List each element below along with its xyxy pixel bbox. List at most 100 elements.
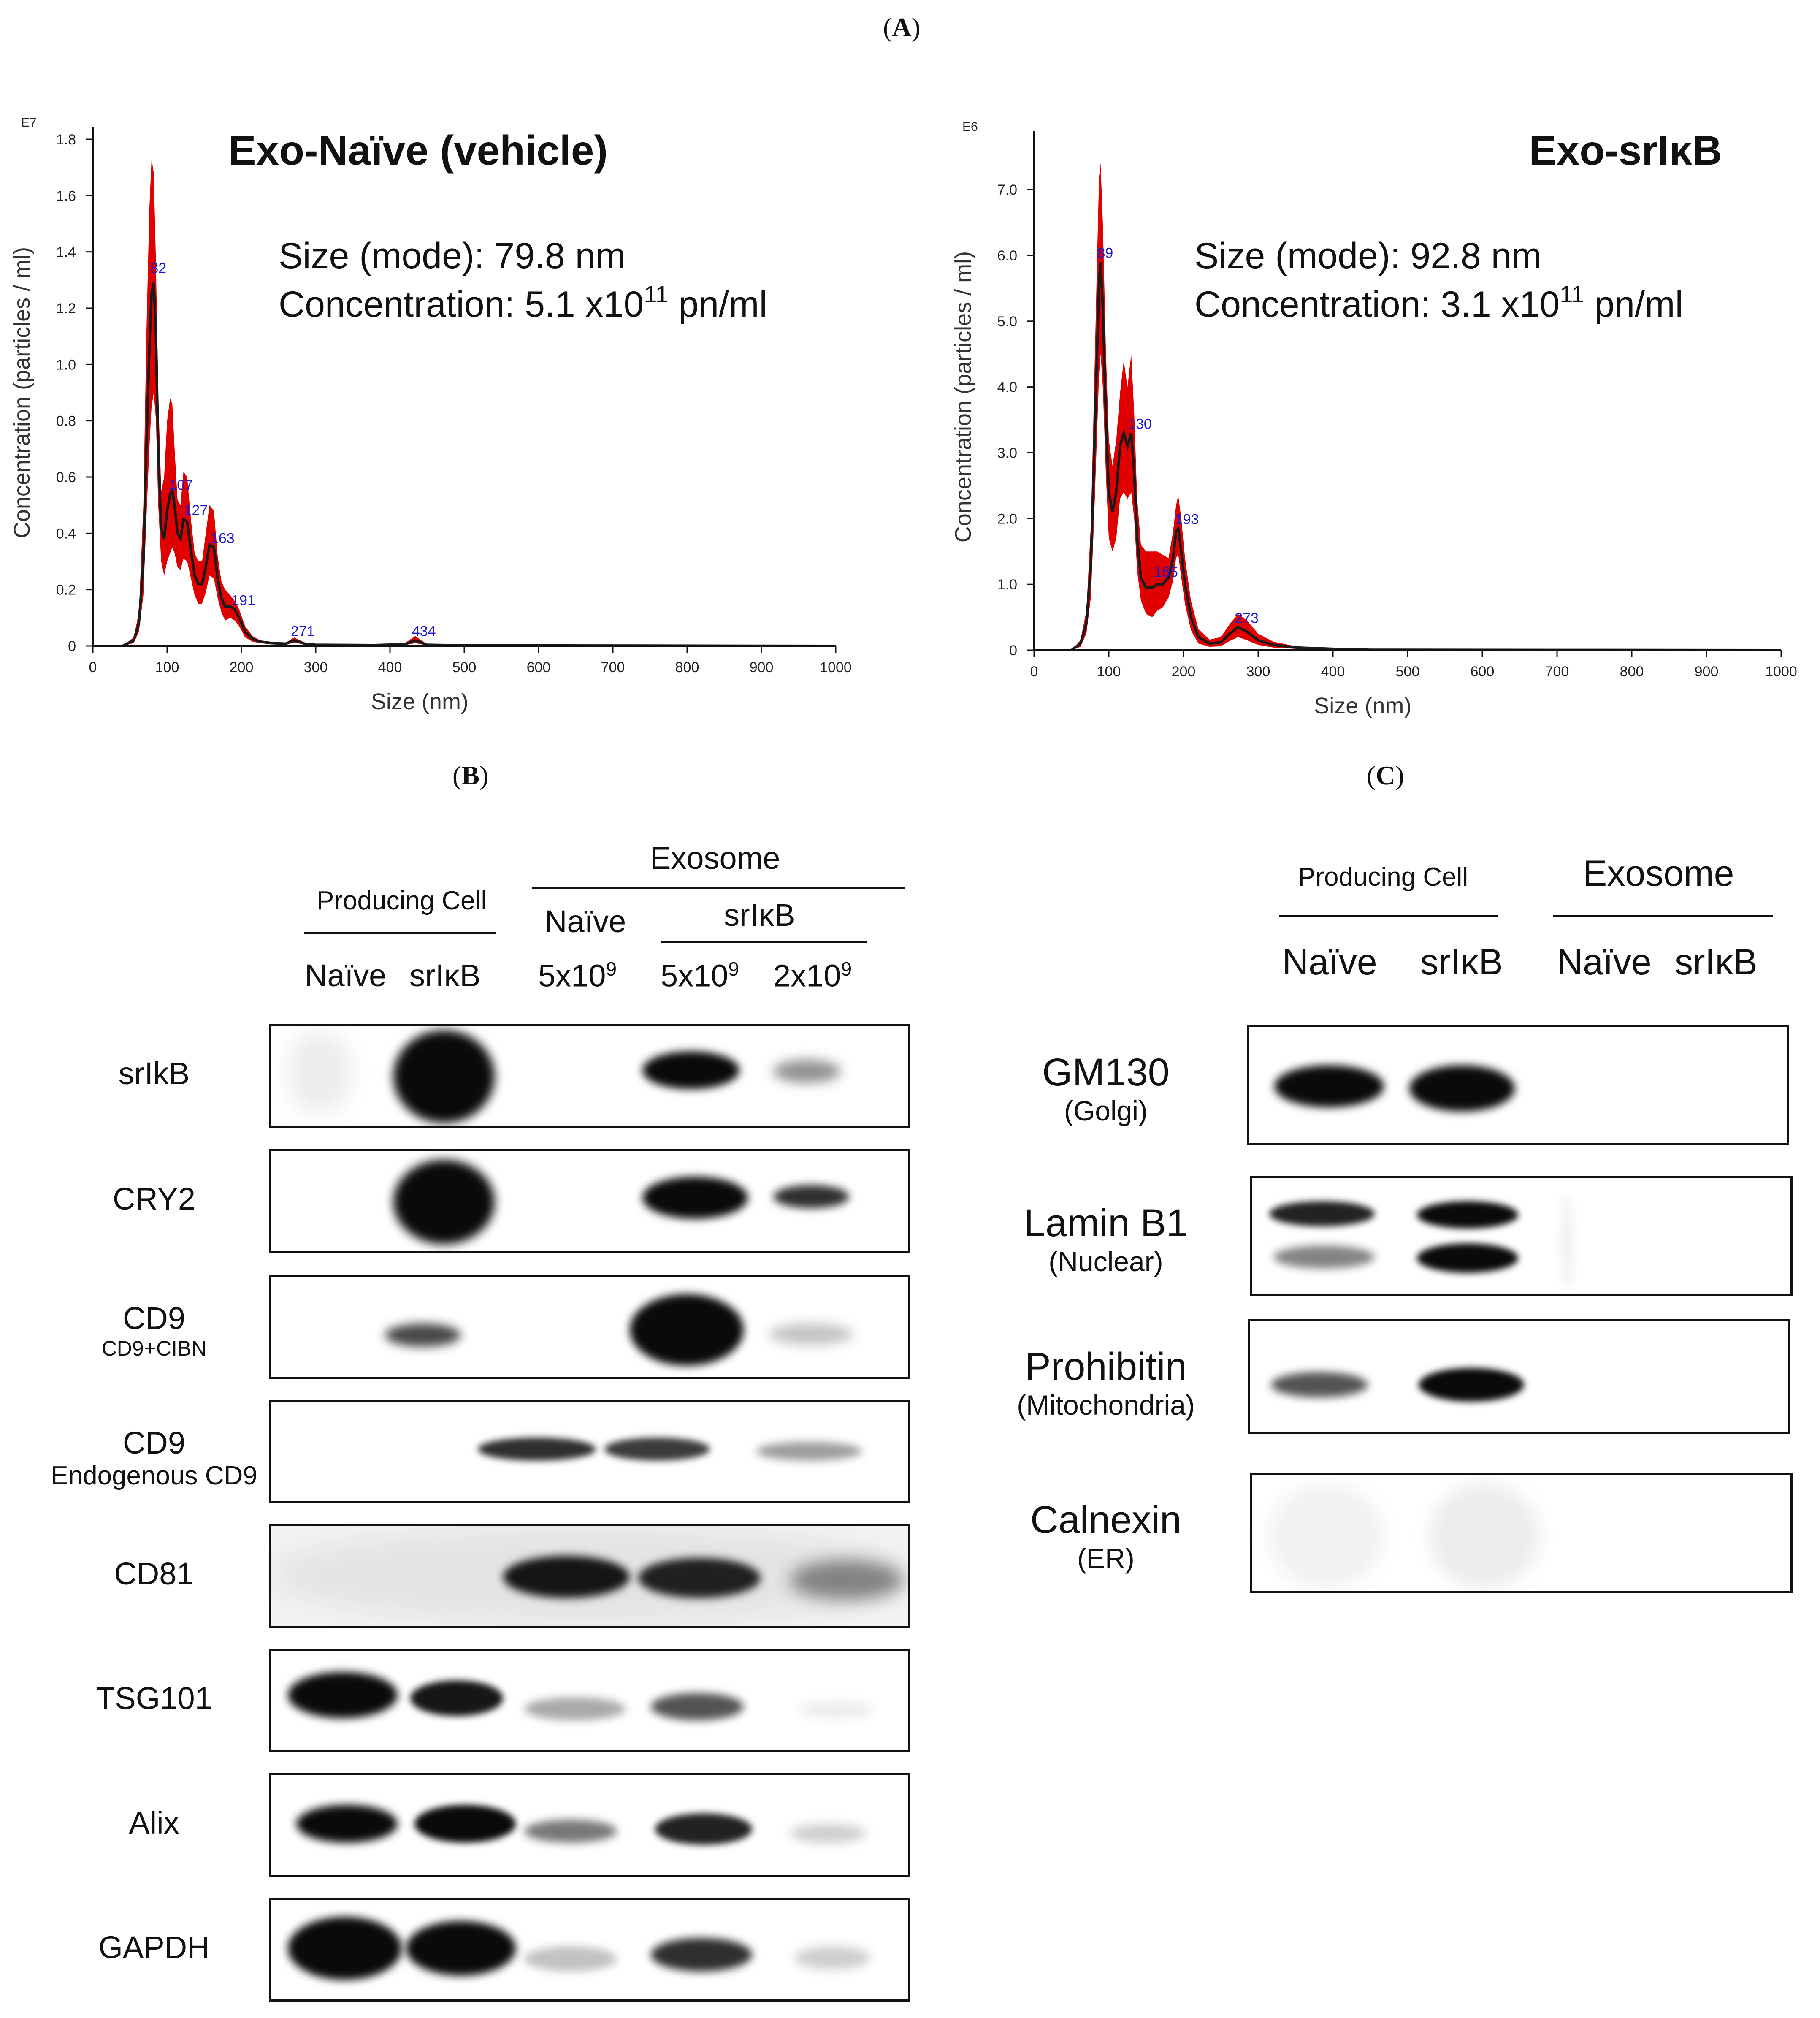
- y-tick-label: 1.6: [56, 188, 76, 204]
- lane-label-c-2: srIκB: [1420, 942, 1503, 982]
- blot-row-label: srIkB: [118, 1056, 190, 1091]
- peak-label: 163: [211, 531, 235, 547]
- panel-letter-a: (A): [883, 12, 921, 42]
- x-tick-label: 0: [1030, 664, 1038, 680]
- y-tick-label: 5.0: [997, 314, 1017, 330]
- y-tick-label: 0.8: [56, 413, 76, 429]
- blot-row-label: CRY2: [112, 1181, 196, 1216]
- x-tick-label: 500: [1396, 664, 1420, 680]
- size-mode-annotation: Size (mode): 79.8 nm: [279, 236, 626, 276]
- x-tick-label: 900: [1695, 664, 1719, 680]
- blot-row-c-1: [1247, 1025, 1789, 1145]
- peak-label: 89: [1097, 245, 1113, 261]
- x-tick-label: 300: [1246, 664, 1270, 680]
- band: [630, 1294, 744, 1366]
- blot-row-label: Calnexin: [1030, 1498, 1181, 1541]
- y-tick-label: 1.8: [56, 132, 76, 148]
- peak-label: 273: [1235, 610, 1259, 626]
- band: [799, 1701, 875, 1718]
- x-tick-label: 900: [750, 659, 774, 675]
- lane-label-4: 5x109: [661, 958, 739, 993]
- blot-row-sublabel: Endogenous CD9: [51, 1461, 257, 1490]
- band: [1430, 1483, 1539, 1589]
- panel-letter-c: (C): [1367, 760, 1404, 790]
- x-axis-label: Size (nm): [1314, 693, 1411, 719]
- x-tick-label: 600: [1471, 664, 1495, 680]
- band: [1271, 1372, 1368, 1397]
- nta-chart-exo-srikb: 0 100 200 300 400 500 600 700 800 900 1000 0 1.0 2.0 3…: [951, 120, 1797, 719]
- blot-row-label: GM130: [1042, 1051, 1170, 1094]
- lane-label-c-1: Naïve: [1282, 942, 1377, 982]
- blot-row-2: [269, 1149, 910, 1253]
- blot-row-6: [269, 1649, 910, 1752]
- exosome-underline-c: [1553, 915, 1773, 917]
- exosome-srikb-group-label: srIκB: [724, 898, 795, 933]
- band: [524, 1820, 617, 1843]
- band: [655, 1813, 752, 1845]
- blot-row-c-3: [1248, 1319, 1790, 1434]
- blot-row-7: [269, 1773, 910, 1877]
- chart-title: Exo-Naïve (vehicle): [228, 127, 608, 174]
- x-tick-label: 800: [1620, 664, 1644, 680]
- y-tick-label: 0.6: [56, 469, 76, 486]
- concentration-annotation: Concentration: 5.1 x1011 pn/ml: [279, 281, 767, 325]
- blot-row-sublabel: (ER): [1077, 1543, 1135, 1574]
- exosome-naive-group-label: Naïve: [544, 904, 626, 939]
- band: [638, 1558, 761, 1598]
- lane-label-c-4: srIκB: [1675, 942, 1758, 982]
- blot-row-sublabel: (Mitochondria): [1017, 1389, 1195, 1421]
- y-tick-label: 1.0: [997, 577, 1017, 593]
- band: [1419, 1368, 1524, 1402]
- band: [1409, 1065, 1515, 1112]
- series-line: [1034, 262, 1782, 651]
- lane-label-5: 2x109: [773, 958, 852, 993]
- blot-row-label: GAPDH: [98, 1930, 210, 1965]
- exosome-label: Exosome: [650, 841, 780, 876]
- blot-row-c-4: [1250, 1473, 1793, 1593]
- x-tick-label: 100: [1097, 664, 1121, 680]
- y-tick-label: 0.4: [56, 526, 76, 542]
- band: [790, 1560, 904, 1600]
- peak-label: 191: [231, 592, 255, 608]
- band: [1417, 1201, 1518, 1229]
- x-tick-label: 300: [304, 659, 328, 675]
- y-tick-label: 1.0: [56, 357, 76, 373]
- band: [288, 1672, 398, 1718]
- lane-label-1: Naïve: [305, 958, 387, 993]
- band: [773, 1185, 849, 1208]
- band: [393, 1160, 495, 1244]
- band: [503, 1556, 630, 1598]
- band: [790, 1824, 866, 1843]
- producing-cell-underline: [304, 932, 496, 934]
- band: [651, 1938, 752, 1972]
- x-tick-label: 0: [89, 659, 97, 675]
- blot-row-5: [269, 1524, 910, 1628]
- x-tick-label: 100: [155, 659, 179, 675]
- blot-row-sublabel: CD9+CIBN: [101, 1337, 207, 1360]
- band: [414, 1805, 516, 1843]
- y-exponent-label: E6: [962, 120, 978, 134]
- peak-label: 107: [169, 477, 193, 493]
- blot-row-8: [269, 1898, 910, 2002]
- producing-cell-underline-c: [1279, 915, 1498, 917]
- concentration-annotation: Concentration: 3.1 x1011 pn/ml: [1194, 281, 1683, 325]
- peak-label: 193: [1175, 512, 1199, 528]
- y-axis-label: Concentration (particles / ml): [951, 251, 976, 542]
- y-tick-label: 1.2: [56, 301, 76, 317]
- y-tick-label: 0: [68, 638, 76, 654]
- band: [410, 1680, 503, 1716]
- band: [1273, 1245, 1375, 1269]
- y-tick-label: 0: [1009, 643, 1017, 659]
- y-tick-label: 2.0: [997, 511, 1017, 527]
- y-tick-label: 4.0: [997, 380, 1017, 396]
- series-line: [93, 282, 836, 647]
- band: [794, 1946, 870, 1969]
- x-tick-label: 700: [601, 659, 625, 675]
- x-tick-label: 200: [230, 659, 254, 675]
- lane-label-3: 5x109: [538, 958, 617, 993]
- panel-letter-b: (B): [452, 760, 489, 790]
- blot-row-4: [269, 1400, 910, 1503]
- blot-row-label: Alix: [129, 1805, 179, 1840]
- band: [296, 1805, 398, 1843]
- y-tick-label: 0.2: [56, 582, 76, 598]
